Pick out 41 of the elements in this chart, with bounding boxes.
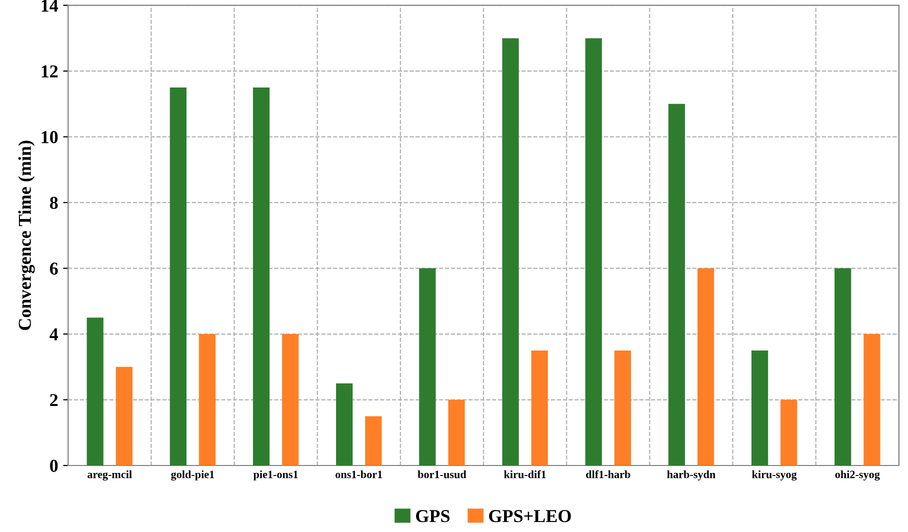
x-tick-label: dlf1-harb <box>586 470 630 478</box>
y-tick-label: 8 <box>50 196 58 209</box>
bar <box>365 416 382 466</box>
bar <box>668 104 685 466</box>
x-tick-label: kiru-dif1 <box>504 470 546 478</box>
y-tick-label: 2 <box>50 394 58 406</box>
bar <box>170 87 186 466</box>
legend-label: GPS <box>416 510 450 522</box>
y-tick-label: 12 <box>42 65 58 78</box>
bar <box>116 366 132 466</box>
x-tick-label: kiru-syog <box>752 470 797 481</box>
bar <box>585 38 602 466</box>
bar <box>419 268 436 466</box>
y-tick-label: 10 <box>42 131 58 144</box>
y-tick-label: 0 <box>50 460 58 472</box>
y-tick-label: 6 <box>50 262 58 275</box>
bar <box>614 350 631 466</box>
x-tick-label: gold-pie1 <box>171 470 214 481</box>
x-tick-label: ons1-bor1 <box>336 470 382 478</box>
legend-label: GPS+LEO <box>489 510 571 522</box>
x-tick-label: areg-mcil <box>88 470 132 481</box>
y-axis-title: Convergence Time (min) <box>18 140 35 330</box>
bar <box>448 400 465 466</box>
x-tick-label: bor1-usud <box>418 470 466 478</box>
bar <box>751 350 768 466</box>
bar <box>282 334 299 466</box>
bar <box>252 87 270 466</box>
x-tick-label: harb-sydn <box>667 470 716 480</box>
bar <box>502 38 519 466</box>
y-tick-label: 14 <box>42 0 58 12</box>
bar <box>780 400 798 466</box>
bar <box>86 318 104 466</box>
bar <box>336 383 353 466</box>
bar <box>531 350 548 466</box>
x-tick-label: pie1-ons1 <box>253 470 298 480</box>
bar <box>864 334 880 466</box>
bar <box>198 334 216 466</box>
bar <box>697 268 714 466</box>
bar <box>834 268 852 466</box>
x-tick-label: ohi2-syog <box>835 470 880 481</box>
y-tick-label: 4 <box>50 328 58 340</box>
